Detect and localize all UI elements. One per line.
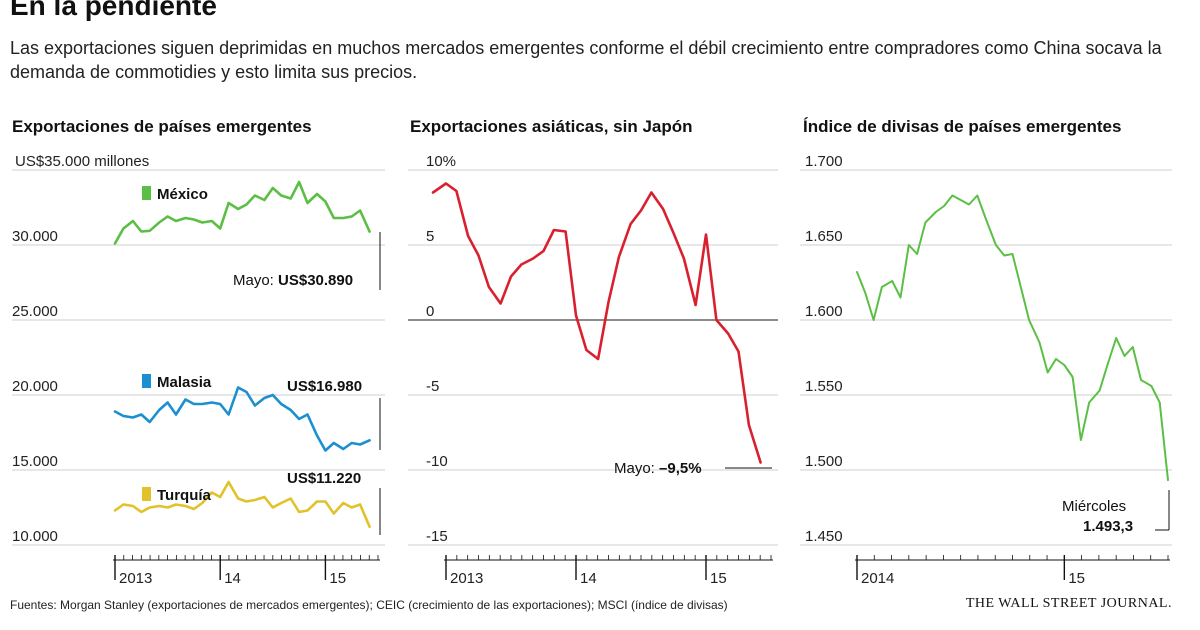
panel3-y-tick-label: 1.500 [805, 453, 843, 470]
panel1-gridlines [12, 169, 385, 546]
legend-malasia-swatch [142, 374, 151, 388]
panel1-y-tick-label: 10.000 [12, 528, 58, 545]
panel1-x-tick-label: 14 [224, 570, 241, 587]
annotation-divisas-label: Miércoles [1062, 498, 1126, 515]
panel3-y-tick-label: 1.450 [805, 528, 843, 545]
panel3-y-ticks: 1.700 1.650 1.600 1.550 1.500 1.450 [805, 153, 843, 545]
annotation-malasia: US$16.980 [287, 378, 381, 450]
annotation-malasia-value: US$16.980 [287, 378, 362, 395]
annotation-mexico-text: Mayo: US$30.890 [233, 272, 353, 289]
panel1-x-tick-label: 15 [329, 570, 346, 587]
annotation-mexico-prefix: Mayo: [233, 272, 278, 289]
headline: En la pendiente [10, 0, 217, 21]
panel1-series [113, 180, 371, 529]
panel3-series [856, 194, 1169, 482]
panel2-y-tick-label: 10% [426, 153, 456, 170]
series-line-asia [431, 182, 762, 464]
panel3-y-tick-label: 1.700 [805, 153, 843, 170]
annotation-asia-value: –9,5% [659, 460, 702, 477]
panel3-y-tick-label: 1.550 [805, 378, 843, 395]
panel2-title: Exportaciones asiáticas, sin Japón [410, 117, 693, 136]
panel2-y-tick-label: -15 [426, 528, 448, 545]
series-line-mexico [113, 180, 371, 245]
series-line-turquia [113, 480, 371, 529]
panel2-x-tick-label: 15 [710, 570, 727, 587]
legend-mexico: México [142, 186, 208, 203]
panel2-y-tick-label: -10 [426, 453, 448, 470]
panel-exports-emerging: Exportaciones de países emergentes US$35… [12, 117, 385, 587]
annotation-asia: Mayo: –9,5% [614, 460, 772, 477]
annotation-asia-text: Mayo: –9,5% [614, 460, 702, 477]
panel2-y-tick-label: 5 [426, 228, 434, 245]
annotation-turquia: US$11.220 [287, 470, 381, 535]
legend-mexico-swatch [142, 186, 151, 200]
legend-mexico-label: México [157, 186, 208, 203]
annotation-divisas-value: 1.493,3 [1083, 518, 1133, 535]
panel1-title: Exportaciones de países emergentes [12, 117, 312, 136]
panel1-x-axis: 2013 14 15 [113, 555, 380, 587]
annotation-asia-prefix: Mayo: [614, 460, 659, 477]
legend-turquia: Turquía [142, 487, 212, 504]
panel1-y-tick-label: 20.000 [12, 378, 58, 395]
panel2-x-tick-label: 14 [580, 570, 597, 587]
panel3-x-axis: 2014 15 [855, 555, 1170, 587]
panel3-x-tick-label: 15 [1068, 570, 1085, 587]
panel3-x-tick-label: 2014 [861, 570, 894, 587]
panel2-series [431, 182, 762, 464]
legend-turquia-swatch [142, 487, 151, 501]
panel-currency-index: Índice de divisas de países emergentes 1… [800, 117, 1172, 587]
panel3-title: Índice de divisas de países emergentes [803, 117, 1121, 136]
series-line-malasia [113, 386, 371, 452]
wsj-brand: THE WALL STREET JOURNAL. [965, 596, 1172, 611]
panel1-y-tick-label: 25.000 [12, 303, 58, 320]
panel2-x-axis: 2013 14 15 [444, 555, 773, 587]
panel1-x-tick-label: 2013 [119, 570, 152, 587]
sources-footer: Fuentes: Morgan Stanley (exportaciones d… [10, 598, 728, 612]
annotation-divisas: Miércoles 1.493,3 [1062, 490, 1170, 535]
annotation-mexico: Mayo: US$30.890 [233, 232, 381, 290]
panel2-x-tick-label: 2013 [450, 570, 483, 587]
panel1-y-ticks: US$35.000 millones 30.000 25.000 20.000 15.0… [12, 153, 149, 545]
panel3-gridlines [800, 169, 1172, 546]
legend-malasia-label: Malasia [157, 374, 212, 391]
legend-turquia-label: Turquía [157, 487, 212, 504]
panel1-y-tick-label: US$35.000 millones [15, 153, 149, 170]
panel2-y-ticks: 10% 5 0 -5 -10 -15 [426, 153, 456, 545]
subtitle: Las exportaciones siguen deprimidas en m… [10, 38, 1162, 82]
panel-asian-exports: Exportaciones asiáticas, sin Japón 10% 5 0… [408, 117, 778, 587]
annotation-mexico-value: US$30.890 [278, 272, 353, 289]
annotation-turquia-value: US$11.220 [287, 470, 361, 487]
panel2-y-tick-label: 0 [426, 303, 434, 320]
panel1-y-tick-label: 15.000 [12, 453, 58, 470]
panel2-y-tick-label: -5 [426, 378, 439, 395]
panel2-gridlines [408, 169, 778, 546]
panel1-y-tick-label: 30.000 [12, 228, 58, 245]
panel3-y-tick-label: 1.600 [805, 303, 843, 320]
panel3-y-tick-label: 1.650 [805, 228, 843, 245]
legend-malasia: Malasia [142, 374, 212, 391]
series-line-divisas [856, 194, 1169, 482]
